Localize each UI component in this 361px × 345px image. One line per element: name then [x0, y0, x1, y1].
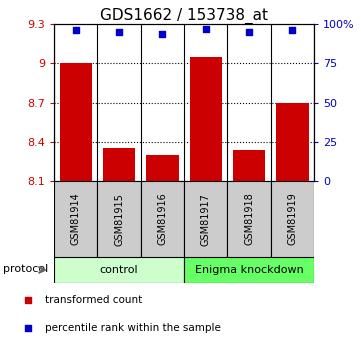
Text: GSM81915: GSM81915 [114, 193, 124, 246]
Point [25, 297, 31, 303]
Text: Enigma knockdown: Enigma knockdown [195, 265, 304, 275]
Bar [54, 181, 97, 257]
Text: GSM81918: GSM81918 [244, 193, 254, 245]
Bar [271, 181, 314, 257]
Bar [146, 155, 179, 181]
Bar [103, 148, 135, 181]
Point [203, 26, 209, 32]
Text: GSM81914: GSM81914 [71, 193, 81, 245]
Text: control: control [100, 265, 138, 275]
Bar [190, 57, 222, 181]
Text: GSM81916: GSM81916 [157, 193, 168, 245]
Bar [233, 150, 265, 181]
Text: protocol: protocol [3, 264, 48, 274]
Text: percentile rank within the sample: percentile rank within the sample [45, 323, 221, 333]
Text: GSM81919: GSM81919 [287, 193, 297, 245]
Point [246, 29, 252, 35]
Bar [184, 181, 227, 257]
Bar [97, 181, 141, 257]
Bar [54, 257, 184, 283]
Point [25, 325, 31, 331]
Bar [141, 181, 184, 257]
Bar [184, 257, 314, 283]
Text: GSM81917: GSM81917 [201, 193, 211, 246]
Point [290, 28, 295, 33]
Bar [276, 103, 309, 181]
Point [73, 28, 79, 33]
Title: GDS1662 / 153738_at: GDS1662 / 153738_at [100, 8, 268, 24]
Point [160, 31, 165, 36]
Bar [227, 181, 271, 257]
Bar [60, 63, 92, 181]
Text: transformed count: transformed count [45, 295, 142, 305]
Point [116, 29, 122, 35]
